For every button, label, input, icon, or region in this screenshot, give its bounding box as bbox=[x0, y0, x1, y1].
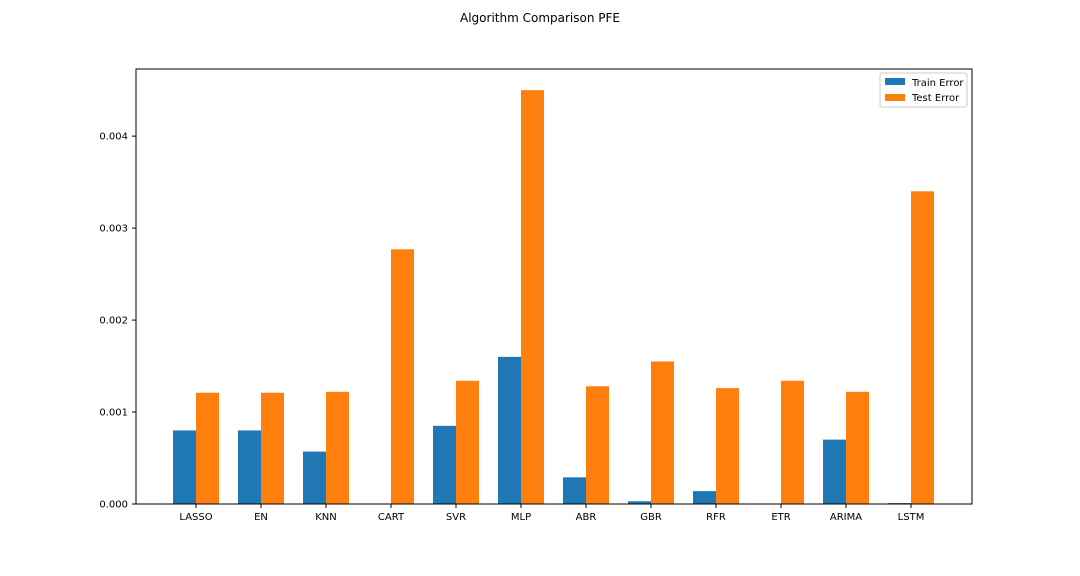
bar-train-error-rfr bbox=[693, 491, 716, 504]
bar-test-error-cart bbox=[391, 249, 414, 504]
x-tick-label-lstm: LSTM bbox=[898, 512, 925, 523]
bar-train-error-mlp bbox=[498, 356, 521, 504]
bar-train-error-arima bbox=[823, 439, 846, 504]
x-tick-label-gbr: GBR bbox=[640, 512, 662, 523]
bar-test-error-en bbox=[261, 392, 284, 504]
legend-label-train-error: Train Error bbox=[911, 78, 964, 89]
bar-test-error-gbr bbox=[651, 361, 674, 504]
bar-test-error-arima bbox=[846, 391, 869, 504]
legend-swatch-train-error bbox=[885, 78, 905, 85]
x-tick-label-abr: ABR bbox=[576, 512, 597, 523]
x-tick-label-lasso: LASSO bbox=[179, 512, 212, 523]
bar-test-error-rfr bbox=[716, 388, 739, 504]
y-tick-label-2: 0.002 bbox=[99, 316, 128, 327]
bar-train-error-knn bbox=[303, 451, 326, 504]
x-tick-label-rfr: RFR bbox=[706, 512, 726, 523]
x-tick-label-cart: CART bbox=[378, 512, 405, 523]
y-tick-label-4: 0.004 bbox=[99, 132, 128, 143]
x-tick-label-en: EN bbox=[254, 512, 268, 523]
bar-test-error-knn bbox=[326, 391, 349, 504]
legend: Train Error Test Error bbox=[879, 72, 968, 108]
plot-frame bbox=[135, 68, 973, 505]
bars-layer bbox=[173, 90, 934, 505]
bar-test-error-abr bbox=[586, 386, 609, 504]
x-tick-label-mlp: MLP bbox=[511, 512, 531, 523]
bar-train-error-abr bbox=[563, 477, 586, 504]
bar-train-error-en bbox=[238, 430, 261, 504]
legend-swatch-test-error bbox=[885, 94, 905, 101]
bar-train-error-svr bbox=[433, 425, 456, 504]
y-tick-label-1: 0.001 bbox=[99, 408, 128, 419]
bar-test-error-svr bbox=[456, 380, 479, 504]
legend-label-test-error: Test Error bbox=[911, 93, 960, 104]
bar-test-error-lstm bbox=[911, 191, 934, 505]
x-tick-label-arima: ARIMA bbox=[830, 512, 862, 523]
y-axis-ticks: 0.000 0.001 0.002 0.003 0.004 bbox=[99, 132, 136, 511]
x-tick-label-etr: ETR bbox=[771, 512, 790, 523]
x-tick-label-svr: SVR bbox=[446, 512, 466, 523]
bar-train-error-gbr bbox=[628, 501, 651, 504]
y-tick-label-0: 0.000 bbox=[99, 500, 128, 511]
x-axis-ticks: LASSO EN KNN CART SVR MLP ABR GBR RFR ETR ARIMA LST… bbox=[179, 504, 924, 523]
bar-train-error-lasso bbox=[173, 430, 196, 504]
bar-test-error-etr bbox=[781, 380, 804, 504]
x-tick-label-knn: KNN bbox=[315, 512, 337, 523]
bar-test-error-mlp bbox=[521, 90, 544, 504]
bar-test-error-lasso bbox=[196, 392, 219, 504]
y-tick-label-3: 0.003 bbox=[99, 224, 128, 235]
chart-title: Algorithm Comparison PFE bbox=[460, 11, 620, 25]
